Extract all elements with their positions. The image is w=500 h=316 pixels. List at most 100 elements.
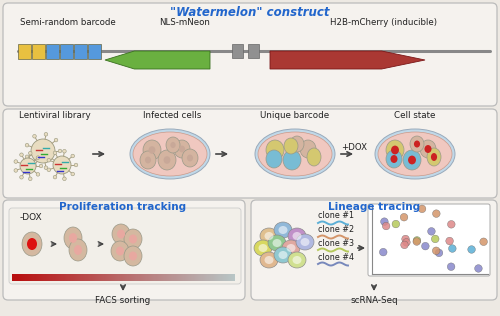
- Bar: [233, 274, 234, 281]
- Bar: [38, 274, 39, 281]
- Bar: [202, 274, 203, 281]
- Circle shape: [380, 248, 387, 256]
- Text: NLS-mNeon: NLS-mNeon: [160, 18, 210, 27]
- Bar: [18, 274, 19, 281]
- Bar: [57, 274, 58, 281]
- Bar: [178, 274, 180, 281]
- Circle shape: [25, 143, 29, 147]
- Ellipse shape: [283, 150, 301, 170]
- Circle shape: [428, 228, 435, 235]
- Text: scRNA-Seq: scRNA-Seq: [350, 296, 398, 305]
- Bar: [166, 274, 167, 281]
- Ellipse shape: [129, 252, 137, 260]
- Ellipse shape: [166, 137, 180, 153]
- Bar: [212, 274, 213, 281]
- Circle shape: [20, 153, 24, 156]
- Circle shape: [25, 155, 29, 159]
- Bar: [82, 274, 84, 281]
- Bar: [79, 274, 80, 281]
- Circle shape: [36, 156, 40, 160]
- Bar: [36, 274, 37, 281]
- Ellipse shape: [274, 222, 292, 238]
- Bar: [123, 274, 124, 281]
- Circle shape: [54, 160, 58, 164]
- Bar: [128, 274, 129, 281]
- Ellipse shape: [111, 241, 129, 261]
- Ellipse shape: [143, 140, 161, 160]
- Bar: [214, 274, 215, 281]
- Circle shape: [47, 168, 50, 172]
- Text: "Watermelon" construct: "Watermelon" construct: [170, 6, 330, 19]
- Circle shape: [418, 205, 426, 213]
- Bar: [118, 274, 119, 281]
- Bar: [146, 274, 148, 281]
- Bar: [166, 274, 168, 281]
- Ellipse shape: [254, 240, 272, 256]
- Bar: [29, 274, 30, 281]
- Circle shape: [20, 158, 36, 174]
- Bar: [176, 274, 177, 281]
- Ellipse shape: [264, 232, 274, 240]
- Bar: [32, 44, 45, 58]
- Bar: [134, 274, 136, 281]
- Bar: [24, 274, 25, 281]
- Bar: [39, 274, 40, 281]
- Bar: [181, 274, 182, 281]
- Bar: [88, 44, 101, 58]
- Ellipse shape: [284, 138, 298, 154]
- Ellipse shape: [427, 148, 441, 166]
- Bar: [222, 274, 224, 281]
- Circle shape: [53, 151, 57, 155]
- Bar: [90, 274, 92, 281]
- Bar: [232, 44, 243, 58]
- Ellipse shape: [268, 235, 286, 251]
- Text: Lineage tracing: Lineage tracing: [328, 202, 420, 212]
- Ellipse shape: [69, 239, 87, 261]
- Bar: [141, 274, 142, 281]
- FancyBboxPatch shape: [3, 109, 497, 198]
- Bar: [103, 274, 104, 281]
- Bar: [51, 274, 52, 281]
- Text: FACS sorting: FACS sorting: [96, 296, 150, 305]
- Ellipse shape: [124, 246, 142, 266]
- Ellipse shape: [292, 232, 302, 240]
- Bar: [160, 274, 162, 281]
- FancyBboxPatch shape: [251, 200, 497, 300]
- Text: Semi-random barcode: Semi-random barcode: [20, 18, 116, 27]
- Ellipse shape: [386, 140, 404, 160]
- Ellipse shape: [378, 132, 452, 176]
- Bar: [140, 274, 141, 281]
- Bar: [74, 44, 87, 58]
- Ellipse shape: [386, 150, 402, 168]
- Text: clone #3: clone #3: [318, 239, 354, 247]
- Bar: [217, 274, 218, 281]
- Bar: [94, 274, 95, 281]
- Bar: [156, 274, 157, 281]
- Bar: [208, 274, 210, 281]
- Bar: [131, 274, 132, 281]
- Circle shape: [474, 265, 482, 272]
- Bar: [95, 274, 96, 281]
- Bar: [212, 274, 214, 281]
- Bar: [209, 274, 210, 281]
- Bar: [115, 274, 116, 281]
- Bar: [60, 44, 73, 58]
- Bar: [69, 274, 70, 281]
- Ellipse shape: [266, 140, 284, 160]
- Circle shape: [14, 169, 18, 172]
- Bar: [130, 274, 131, 281]
- Bar: [161, 274, 162, 281]
- Circle shape: [14, 160, 18, 163]
- Bar: [182, 274, 184, 281]
- Bar: [85, 274, 86, 281]
- Bar: [197, 274, 198, 281]
- Bar: [16, 274, 18, 281]
- Ellipse shape: [272, 239, 281, 247]
- Bar: [151, 274, 152, 281]
- Bar: [190, 274, 192, 281]
- Ellipse shape: [391, 146, 399, 155]
- Ellipse shape: [307, 148, 321, 166]
- Bar: [56, 274, 57, 281]
- Bar: [179, 274, 180, 281]
- Circle shape: [71, 172, 74, 176]
